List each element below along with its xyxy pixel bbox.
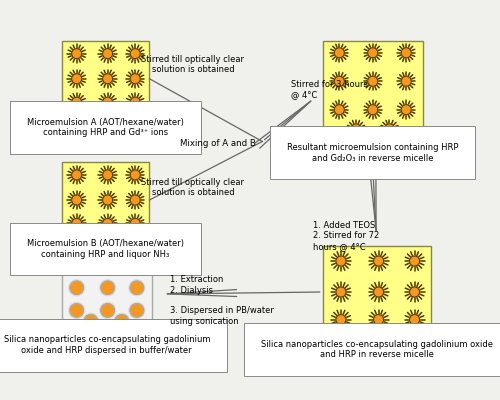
Circle shape bbox=[130, 97, 140, 107]
Circle shape bbox=[102, 74, 113, 84]
Circle shape bbox=[130, 170, 140, 180]
Circle shape bbox=[72, 97, 82, 107]
Circle shape bbox=[401, 105, 411, 115]
Circle shape bbox=[100, 302, 116, 318]
Circle shape bbox=[83, 313, 99, 329]
Circle shape bbox=[70, 304, 84, 317]
Circle shape bbox=[374, 256, 384, 266]
Circle shape bbox=[130, 259, 143, 273]
Text: Microemulsion A (AOT/hexane/water)
containing HRP and Gd³⁺ ions: Microemulsion A (AOT/hexane/water) conta… bbox=[27, 118, 184, 138]
Text: Stirred for 3 hours
@ 4°C: Stirred for 3 hours @ 4°C bbox=[291, 80, 368, 99]
Circle shape bbox=[114, 313, 130, 329]
Circle shape bbox=[69, 280, 84, 296]
Text: Silica nanoparticles co-encapsulating gadolinium
oxide and HRP dispersed in buff: Silica nanoparticles co-encapsulating ga… bbox=[4, 336, 210, 355]
Text: 1. Extraction
2. Dialysis

3. Dispersed in PB/water
using sonication: 1. Extraction 2. Dialysis 3. Dispersed i… bbox=[170, 275, 274, 326]
FancyBboxPatch shape bbox=[62, 162, 150, 238]
Circle shape bbox=[130, 49, 140, 59]
Text: Stirred till optically clear
solution is obtained: Stirred till optically clear solution is… bbox=[142, 178, 244, 197]
Circle shape bbox=[129, 302, 145, 318]
FancyBboxPatch shape bbox=[62, 254, 152, 334]
Text: Resultant microemulsion containing HRP
and Gd₂O₃ in reverse micelle: Resultant microemulsion containing HRP a… bbox=[287, 143, 458, 162]
Circle shape bbox=[69, 302, 84, 318]
Circle shape bbox=[101, 259, 114, 273]
Circle shape bbox=[384, 124, 394, 134]
Circle shape bbox=[102, 97, 113, 107]
Circle shape bbox=[368, 48, 378, 58]
Circle shape bbox=[100, 280, 116, 296]
FancyBboxPatch shape bbox=[62, 41, 150, 116]
Circle shape bbox=[72, 74, 82, 84]
Circle shape bbox=[72, 49, 82, 59]
Text: Mixing of A and B: Mixing of A and B bbox=[180, 140, 256, 148]
Text: Stirred till optically clear
solution is obtained: Stirred till optically clear solution is… bbox=[142, 55, 244, 74]
Circle shape bbox=[351, 124, 361, 134]
Circle shape bbox=[336, 256, 346, 266]
Circle shape bbox=[336, 287, 346, 297]
Circle shape bbox=[334, 76, 344, 86]
Text: Silica nanoparticles co-encapsulating gadolinium oxide
and HRP in reverse micell: Silica nanoparticles co-encapsulating ga… bbox=[261, 340, 493, 359]
Circle shape bbox=[374, 314, 384, 325]
Circle shape bbox=[72, 218, 82, 228]
Circle shape bbox=[334, 105, 344, 115]
FancyBboxPatch shape bbox=[322, 246, 432, 338]
Circle shape bbox=[401, 76, 411, 86]
Circle shape bbox=[101, 304, 114, 317]
Circle shape bbox=[102, 49, 113, 59]
Circle shape bbox=[368, 76, 378, 86]
Circle shape bbox=[129, 258, 145, 274]
Circle shape bbox=[410, 256, 420, 266]
Circle shape bbox=[72, 170, 82, 180]
Circle shape bbox=[410, 287, 420, 297]
Circle shape bbox=[101, 281, 114, 294]
Circle shape bbox=[84, 314, 98, 328]
Circle shape bbox=[130, 195, 140, 205]
FancyBboxPatch shape bbox=[322, 41, 423, 142]
Circle shape bbox=[374, 287, 384, 297]
Text: Microemulsion B (AOT/hexane/water)
containing HRP and liquor NH₃: Microemulsion B (AOT/hexane/water) conta… bbox=[27, 239, 184, 259]
Circle shape bbox=[70, 259, 84, 273]
Circle shape bbox=[102, 195, 113, 205]
Circle shape bbox=[130, 74, 140, 84]
Circle shape bbox=[130, 304, 143, 317]
Text: 1. Added TEOS
2. Stirred for 72
hours @ 4°C: 1. Added TEOS 2. Stirred for 72 hours @ … bbox=[312, 221, 379, 251]
Circle shape bbox=[100, 258, 116, 274]
Circle shape bbox=[130, 281, 143, 294]
Circle shape bbox=[70, 281, 84, 294]
Circle shape bbox=[334, 48, 344, 58]
Circle shape bbox=[72, 195, 82, 205]
Circle shape bbox=[410, 314, 420, 325]
Circle shape bbox=[130, 218, 140, 228]
Circle shape bbox=[115, 314, 128, 328]
Circle shape bbox=[368, 105, 378, 115]
Circle shape bbox=[129, 280, 145, 296]
Circle shape bbox=[102, 170, 113, 180]
Circle shape bbox=[401, 48, 411, 58]
Circle shape bbox=[102, 218, 113, 228]
Circle shape bbox=[336, 314, 346, 325]
Circle shape bbox=[69, 258, 84, 274]
